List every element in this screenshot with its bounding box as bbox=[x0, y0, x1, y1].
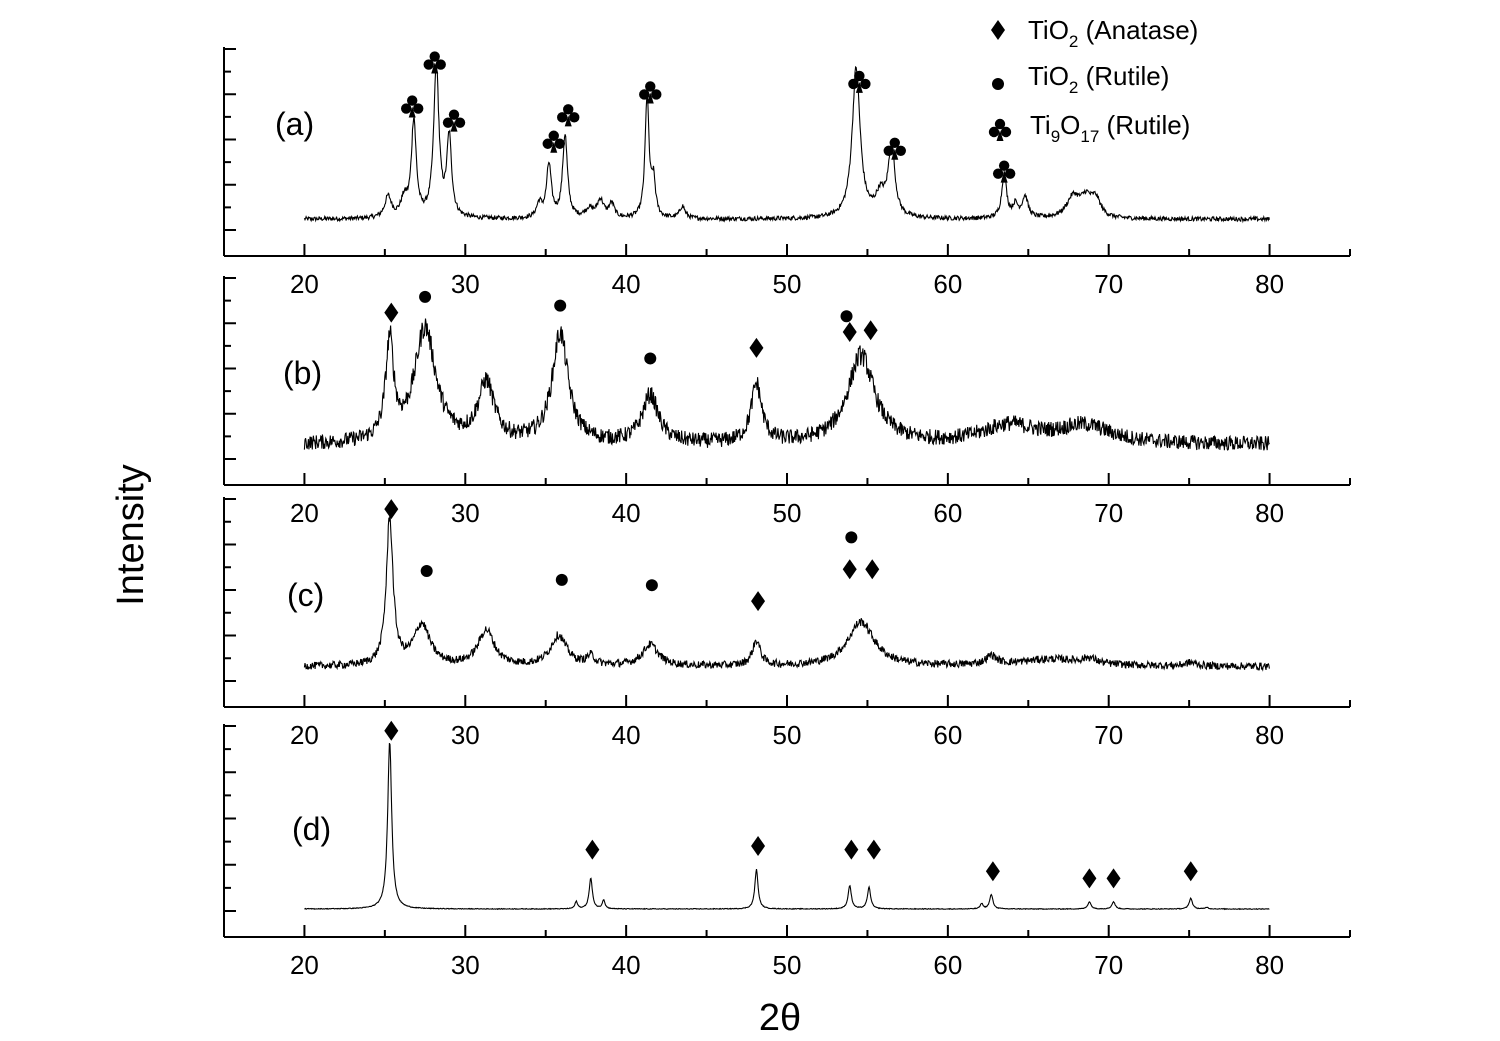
club-marker bbox=[401, 95, 424, 118]
x-tick-label: 20 bbox=[290, 498, 319, 528]
x-tick-label: 70 bbox=[1094, 498, 1123, 528]
x-tick-label: 20 bbox=[290, 269, 319, 299]
x-tick-label: 40 bbox=[612, 950, 641, 980]
diamond-marker bbox=[1183, 861, 1198, 882]
club-marker bbox=[423, 51, 446, 74]
diamond-marker bbox=[866, 839, 881, 860]
xrd-trace bbox=[303, 63, 1270, 224]
circle-marker bbox=[845, 531, 858, 544]
x-tick-label: 70 bbox=[1094, 950, 1123, 980]
x-tick-label: 70 bbox=[1094, 720, 1123, 750]
x-tick-label: 50 bbox=[773, 950, 802, 980]
circle-legend-marker bbox=[992, 78, 1004, 90]
diamond-marker bbox=[384, 499, 399, 520]
x-tick-label: 40 bbox=[612, 720, 641, 750]
legend-label: Ti9O17 (Rutile) bbox=[1030, 110, 1190, 146]
x-tick-label: 20 bbox=[290, 720, 319, 750]
diamond-marker bbox=[863, 320, 878, 341]
diamond-marker bbox=[751, 836, 766, 856]
x-tick-label: 80 bbox=[1255, 720, 1284, 750]
x-axis-title: 2θ bbox=[759, 997, 801, 1039]
x-tick-label: 20 bbox=[290, 950, 319, 980]
panel-3: 20 30 40 50 60 70 80 (d) bbox=[223, 720, 1351, 980]
panel-label: (a) bbox=[275, 106, 314, 142]
legend-label: TiO2 (Anatase) bbox=[1028, 15, 1198, 51]
panel-label: (d) bbox=[292, 811, 331, 847]
panel-2: 20 30 40 50 60 70 80 (c) bbox=[223, 497, 1351, 750]
xrd-trace bbox=[304, 742, 1270, 911]
diamond-legend-marker bbox=[991, 20, 1005, 40]
club-marker bbox=[883, 137, 906, 160]
diamond-marker bbox=[1106, 868, 1121, 889]
diamond-marker bbox=[749, 337, 764, 358]
club-marker bbox=[992, 160, 1016, 183]
circle-marker bbox=[840, 310, 853, 323]
diamond-marker bbox=[585, 839, 600, 860]
diamond-marker bbox=[865, 559, 880, 580]
club-legend-marker bbox=[988, 118, 1012, 141]
x-tick-label: 30 bbox=[451, 269, 480, 299]
x-tick-label: 70 bbox=[1094, 269, 1123, 299]
x-tick-label: 60 bbox=[933, 498, 962, 528]
club-marker bbox=[848, 70, 871, 93]
circle-marker bbox=[645, 579, 658, 592]
xrd-trace bbox=[303, 513, 1270, 672]
x-tick-label: 40 bbox=[612, 269, 641, 299]
club-marker bbox=[542, 130, 565, 153]
circle-marker bbox=[419, 290, 432, 303]
panel-0: 20 30 40 50 60 70 80 (a) bbox=[223, 47, 1351, 299]
x-tick-label: 50 bbox=[773, 498, 802, 528]
legend: TiO2 (Anatase) TiO2 (Rutile) Ti9O17 (Rutil… bbox=[988, 15, 1198, 146]
x-tick-label: 30 bbox=[451, 498, 480, 528]
diamond-marker bbox=[751, 591, 766, 612]
club-marker bbox=[557, 104, 580, 127]
diamond-marker bbox=[1082, 868, 1097, 889]
legend-label: TiO2 (Rutile) bbox=[1028, 61, 1169, 97]
panel-label: (c) bbox=[287, 577, 324, 613]
circle-marker bbox=[420, 565, 433, 578]
x-tick-label: 60 bbox=[933, 720, 962, 750]
club-marker bbox=[639, 81, 662, 104]
panel-label: (b) bbox=[283, 355, 322, 391]
y-axis-title: Intensity bbox=[110, 464, 152, 606]
x-tick-label: 80 bbox=[1255, 950, 1284, 980]
x-tick-label: 50 bbox=[773, 720, 802, 750]
x-tick-label: 60 bbox=[933, 269, 962, 299]
diamond-marker bbox=[985, 861, 1000, 882]
diamond-marker bbox=[842, 559, 857, 580]
diamond-marker bbox=[384, 720, 399, 741]
x-tick-label: 80 bbox=[1255, 498, 1284, 528]
circle-marker bbox=[644, 352, 657, 365]
x-tick-label: 50 bbox=[773, 269, 802, 299]
club-marker bbox=[442, 109, 466, 132]
diamond-marker bbox=[842, 322, 857, 343]
diamond-marker bbox=[844, 839, 859, 860]
x-tick-label: 60 bbox=[933, 950, 962, 980]
circle-marker bbox=[554, 299, 567, 312]
xrd-trace bbox=[303, 318, 1270, 451]
circle-marker bbox=[555, 573, 568, 586]
x-tick-label: 40 bbox=[612, 498, 641, 528]
x-tick-label: 30 bbox=[451, 950, 480, 980]
x-tick-label: 30 bbox=[451, 720, 480, 750]
x-tick-label: 80 bbox=[1255, 269, 1284, 299]
diamond-marker bbox=[384, 302, 399, 323]
panel-1: 20 30 40 50 60 70 80 (b) bbox=[223, 276, 1351, 528]
